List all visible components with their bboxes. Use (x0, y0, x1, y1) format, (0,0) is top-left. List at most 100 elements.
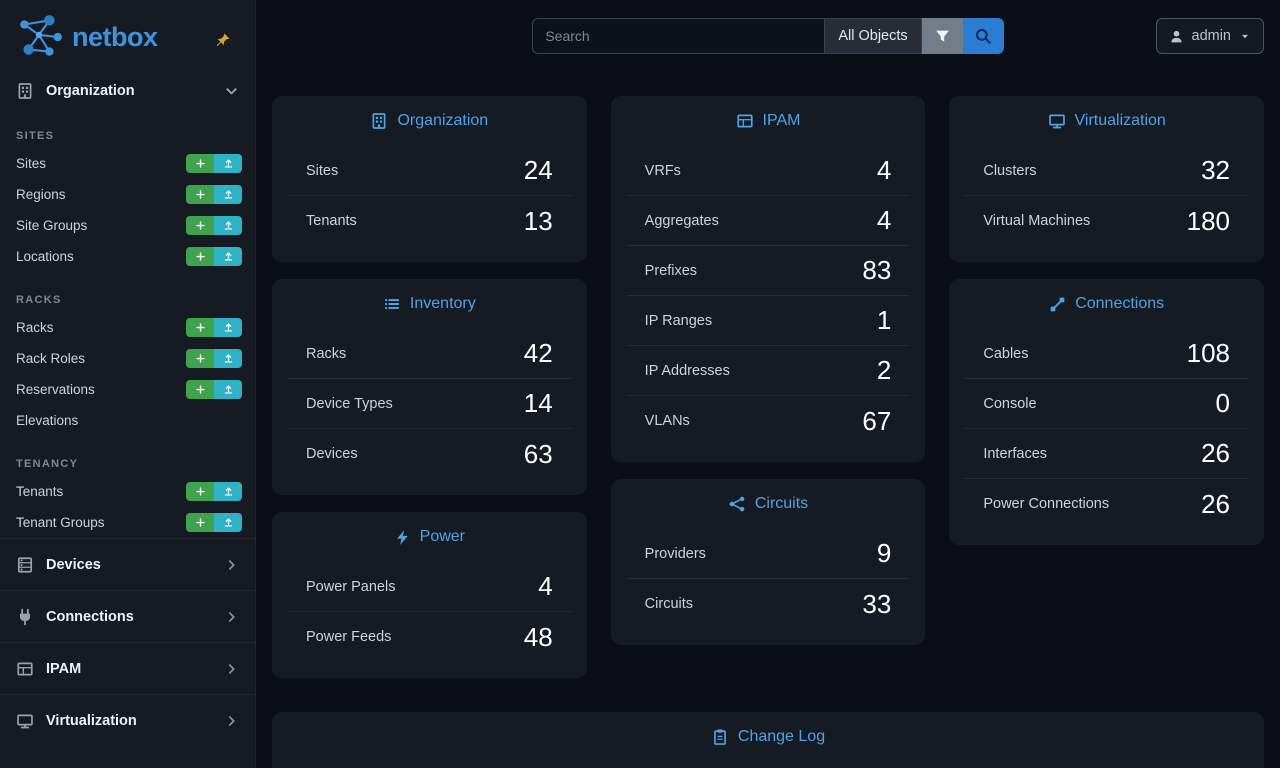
sidebar-item-virtualization[interactable]: Virtualization (0, 694, 255, 746)
import-button[interactable] (214, 216, 242, 235)
import-button[interactable] (214, 185, 242, 204)
add-button[interactable] (186, 154, 214, 173)
stat-row-power-connections[interactable]: Power Connections 26 (965, 479, 1248, 529)
search-button[interactable] (962, 18, 1004, 54)
card-inventory: Inventory Racks 42 Device Types 14 Devic… (272, 279, 587, 495)
stat-label: IP Addresses (644, 362, 730, 379)
username: admin (1191, 28, 1232, 44)
upload-icon (223, 220, 234, 231)
quick-actions (186, 349, 242, 368)
stat-row-ip-addresses[interactable]: IP Addresses 2 (626, 346, 910, 396)
upload-icon (223, 158, 234, 169)
sidebar-item-label: Regions (16, 187, 66, 202)
stat-label: Devices (306, 446, 358, 462)
filter-button[interactable] (921, 18, 963, 54)
dashboard-column-3: Virtualization Clusters 32 Virtual Machi… (949, 96, 1265, 678)
plus-icon (195, 251, 206, 262)
plus-icon (195, 517, 206, 528)
card-title: Connections (949, 279, 1264, 329)
changelog-icon (711, 728, 729, 746)
stat-row-power-panels[interactable]: Power Panels 4 (288, 562, 571, 612)
add-button[interactable] (186, 482, 214, 501)
stat-row-providers[interactable]: Providers 9 (626, 529, 910, 579)
import-button[interactable] (214, 380, 242, 399)
add-button[interactable] (186, 247, 214, 266)
import-button[interactable] (214, 154, 242, 173)
brand[interactable]: netbox (0, 0, 255, 66)
sidebar-item-label: Elevations (16, 413, 79, 428)
sidebar-item-organization[interactable]: Organization (0, 74, 255, 108)
import-button[interactable] (214, 513, 242, 532)
stat-row-prefixes[interactable]: Prefixes 83 (626, 246, 910, 296)
sidebar-item-reservations[interactable]: Reservations (0, 374, 255, 405)
stat-value: 4 (876, 155, 892, 185)
sidebar-item-connections[interactable]: Connections (0, 590, 255, 642)
import-button[interactable] (214, 247, 242, 266)
stat-label: Providers (644, 545, 706, 562)
card-title: Virtualization (949, 96, 1264, 146)
stat-row-power-feeds[interactable]: Power Feeds 48 (288, 612, 571, 662)
card-changelog: Change Log (272, 712, 1264, 768)
stat-label: Tenants (306, 213, 357, 229)
user-menu-button[interactable]: admin (1155, 18, 1264, 54)
stat-row-virtual-machines[interactable]: Virtual Machines 180 (965, 196, 1248, 246)
stat-row-sites[interactable]: Sites 24 (288, 146, 571, 196)
card-title-text: Virtualization (1074, 112, 1166, 129)
card-organization: Organization Sites 24 Tenants 13 (272, 96, 587, 262)
import-button[interactable] (214, 318, 242, 337)
stat-row-interfaces[interactable]: Interfaces 26 (965, 429, 1249, 479)
upload-icon (223, 189, 234, 200)
sidebar-item-devices[interactable]: Devices (0, 538, 255, 590)
building-icon (16, 82, 34, 100)
stat-label: Virtual Machines (983, 213, 1091, 229)
sidebar-item-tenants[interactable]: Tenants (0, 476, 255, 507)
stat-row-device-types[interactable]: Device Types 14 (288, 379, 571, 429)
add-button[interactable] (186, 349, 214, 368)
sidebar-item-tenant-groups[interactable]: Tenant Groups (0, 507, 255, 538)
sidebar-item-ipam[interactable]: IPAM (0, 642, 255, 694)
stat-row-console[interactable]: Console 0 (965, 379, 1249, 429)
sidebar-item-label: Rack Roles (16, 351, 86, 366)
stat-row-aggregates[interactable]: Aggregates 4 (626, 196, 910, 246)
stat-row-vlans[interactable]: VLANs 67 (627, 396, 910, 446)
sidebar-item-racks[interactable]: Racks (0, 312, 255, 343)
card-title: Circuits (611, 479, 926, 529)
import-button[interactable] (214, 482, 242, 501)
search-input[interactable] (532, 18, 825, 54)
sidebar-item-label: Sites (16, 156, 47, 171)
stat-row-devices[interactable]: Devices 63 (288, 429, 571, 479)
card-title-text: Power (419, 528, 466, 545)
sidebar-item-regions[interactable]: Regions (0, 179, 255, 210)
cable-icon (1049, 296, 1066, 313)
add-button[interactable] (186, 513, 214, 532)
sidebar-item-locations[interactable]: Locations (0, 241, 255, 272)
stat-value: 2 (876, 355, 892, 385)
stat-row-racks[interactable]: Racks 42 (288, 329, 571, 379)
add-button[interactable] (186, 318, 214, 337)
stat-row-ip-ranges[interactable]: IP Ranges 1 (626, 296, 910, 346)
stat-row-circuits[interactable]: Circuits 33 (627, 579, 910, 629)
sidebar-item-rack-roles[interactable]: Rack Roles (0, 343, 255, 374)
dashboard-column-1: Organization Sites 24 Tenants 13 Inv (272, 96, 587, 678)
sidebar-item-elevations[interactable]: Elevations (0, 405, 255, 436)
card-title: IPAM (611, 96, 926, 146)
sidebar-item-sites[interactable]: Sites (0, 148, 255, 179)
import-button[interactable] (214, 349, 242, 368)
pin-sidebar-button[interactable] (212, 30, 233, 51)
stat-row-clusters[interactable]: Clusters 32 (965, 146, 1249, 196)
plus-icon (195, 322, 206, 333)
add-button[interactable] (186, 216, 214, 235)
upload-icon (223, 322, 234, 333)
card-title: Inventory (272, 279, 587, 329)
sidebar-item-site-groups[interactable]: Site Groups (0, 210, 255, 241)
add-button[interactable] (186, 380, 214, 399)
quick-actions (186, 247, 242, 266)
main-content: All Objects admin Organization (256, 0, 1280, 768)
stat-row-tenants[interactable]: Tenants 13 (288, 196, 571, 246)
stat-row-cables[interactable]: Cables 108 (965, 329, 1249, 379)
card-connections: Connections Cables 108 Console 0 Interfa… (949, 279, 1265, 545)
stat-row-vrfs[interactable]: VRFs 4 (626, 146, 910, 196)
card-title-text: Organization (397, 112, 489, 129)
add-button[interactable] (186, 185, 214, 204)
object-type-button[interactable]: All Objects (824, 18, 922, 54)
